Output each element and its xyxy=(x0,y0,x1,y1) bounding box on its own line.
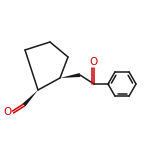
Text: O: O xyxy=(4,107,12,117)
Text: O: O xyxy=(90,57,98,67)
Polygon shape xyxy=(60,73,80,78)
Polygon shape xyxy=(22,90,38,106)
